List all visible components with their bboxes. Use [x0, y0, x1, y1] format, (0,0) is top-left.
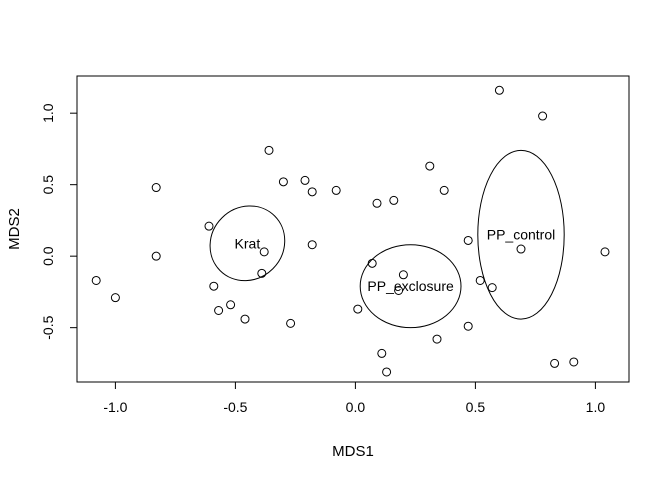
- data-point: [550, 358, 560, 368]
- group-ellipses: [209, 149, 565, 329]
- data-point: [214, 306, 224, 316]
- data-point: [300, 175, 310, 185]
- data-point: [257, 268, 267, 278]
- data-point: [600, 247, 610, 257]
- data-point: [204, 221, 214, 231]
- data-point: [439, 185, 449, 195]
- group-label: Krat: [235, 235, 261, 251]
- data-point: [389, 195, 399, 205]
- data-point: [353, 304, 363, 314]
- data-point: [569, 357, 579, 367]
- data-point: [538, 111, 548, 121]
- y-tick-label: 1.0: [40, 103, 56, 123]
- x-axis: -1.0 -0.5 0.0 0.5 1.0: [103, 381, 606, 415]
- group-ellipse: [359, 244, 462, 329]
- data-point: [372, 198, 382, 208]
- data-point: [307, 240, 317, 250]
- x-tick-label: 1.0: [586, 399, 606, 415]
- group-ellipse: [209, 205, 286, 282]
- group-label: PP_control: [487, 227, 555, 243]
- group-ellipse: [477, 149, 565, 320]
- y-tick-label: -0.5: [40, 315, 56, 339]
- x-tick-label: -1.0: [103, 399, 127, 415]
- data-point: [209, 281, 219, 291]
- data-point: [331, 185, 341, 195]
- data-point: [151, 183, 161, 193]
- data-point: [91, 275, 101, 285]
- data-point: [240, 314, 250, 324]
- data-point: [463, 321, 473, 331]
- y-axis-label: MDS2: [6, 208, 23, 250]
- data-point: [377, 348, 387, 358]
- data-point: [286, 318, 296, 328]
- data-point: [278, 177, 288, 187]
- data-point: [487, 283, 497, 293]
- data-point: [259, 247, 269, 257]
- x-tick-label: -0.5: [223, 399, 247, 415]
- data-point: [382, 367, 392, 377]
- data-point: [494, 85, 504, 95]
- data-point: [425, 161, 435, 171]
- data-point: [398, 270, 408, 280]
- group-label: PP_exclosure: [367, 278, 454, 294]
- data-point: [110, 293, 120, 303]
- data-point: [475, 275, 485, 285]
- y-axis: -0.5 0.0 0.5 1.0: [40, 103, 78, 340]
- data-point: [432, 334, 442, 344]
- data-point: [516, 244, 526, 254]
- data-point: [367, 258, 377, 268]
- x-axis-label: MDS1: [332, 443, 374, 460]
- data-point: [307, 187, 317, 197]
- data-point: [394, 285, 404, 295]
- group-labels: Krat PP_exclosure PP_control: [235, 227, 556, 294]
- data-point: [151, 251, 161, 261]
- y-tick-label: 0.0: [40, 246, 56, 266]
- data-points: [91, 85, 610, 377]
- y-tick-label: 0.5: [40, 175, 56, 195]
- data-point: [463, 235, 473, 245]
- x-tick-label: 0.0: [346, 399, 366, 415]
- data-point: [264, 145, 274, 155]
- x-tick-label: 0.5: [466, 399, 486, 415]
- data-point: [226, 300, 236, 310]
